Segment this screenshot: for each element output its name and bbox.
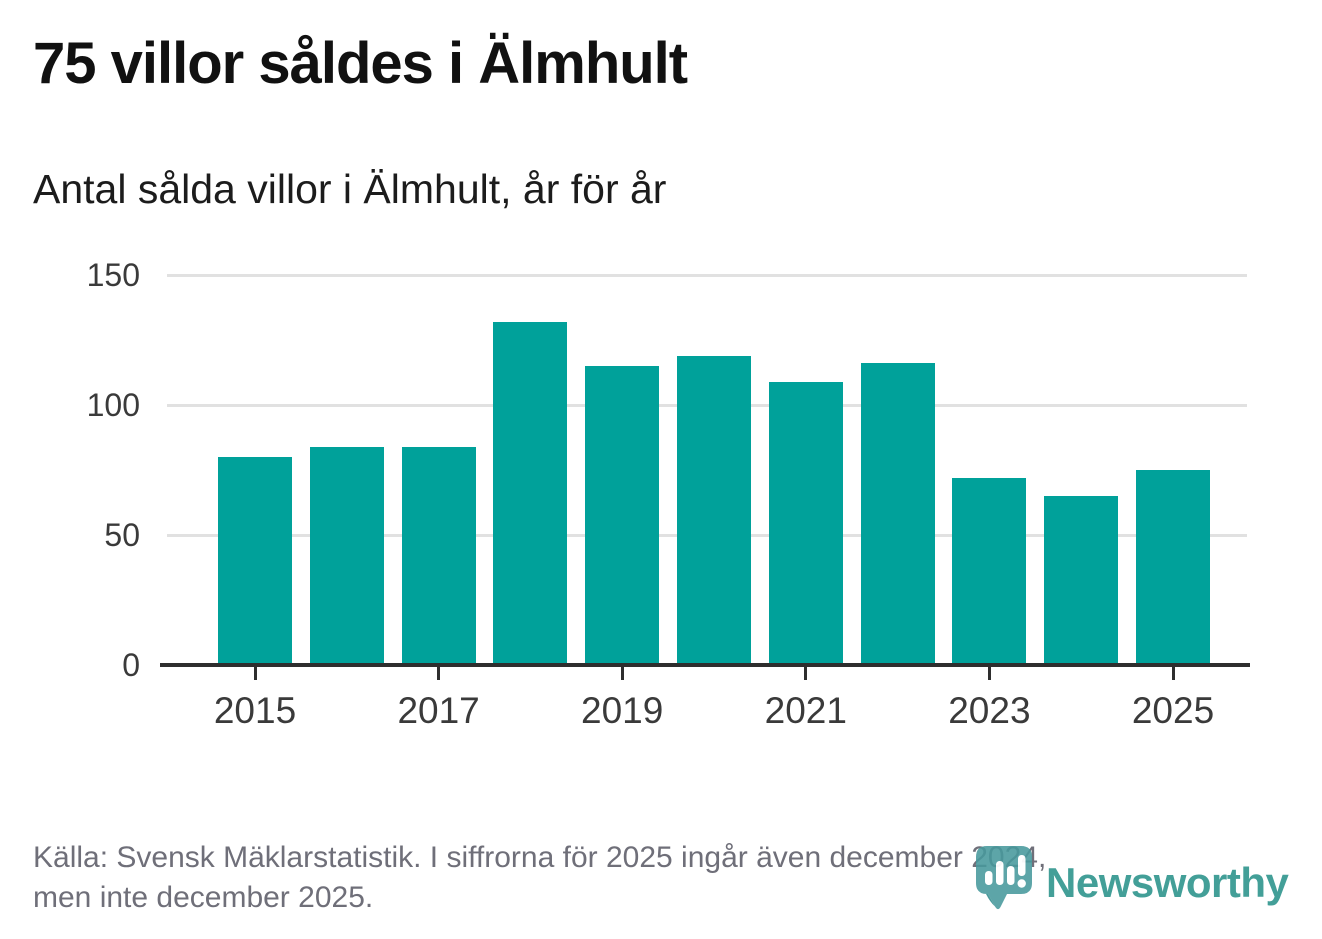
bar-2025 [1136,470,1210,665]
x-tick-2023 [987,667,991,680]
y-axis-label-50: 50 [104,517,140,553]
chart-subtitle: Antal sålda villor i Älmhult, år för år [33,166,667,212]
x-axis-line [160,663,1250,667]
bar-2023 [952,477,1027,665]
x-tick-2021 [804,667,808,680]
x-tick-2015 [253,667,257,680]
x-axis-label-2025: 2025 [1131,690,1215,731]
x-axis-label-2023: 2023 [948,690,1031,731]
x-tick-2025 [1171,667,1175,680]
x-axis-label-2021: 2021 [764,690,847,731]
newsworthy-wordmark: Newsworthy [1046,859,1289,906]
source-note: Källa: Svensk Mäklarstatistik. I siffror… [33,838,1263,917]
bar-2017 [401,446,476,665]
source-note-line2: men inte december 2025. [33,880,374,914]
x-axis-label-2015: 2015 [213,690,297,731]
bar-2021 [768,381,843,665]
bar-2022 [860,363,935,665]
y-axis-label-0: 0 [122,647,140,683]
newsworthy-pin-icon [976,846,1032,910]
x-tick-2017 [437,667,441,680]
bar-2016 [309,446,384,665]
x-axis-label-2019: 2019 [581,690,664,731]
x-axis-label-2017: 2017 [397,690,480,731]
bar-2024 [1044,496,1119,665]
source-note-line1: Källa: Svensk Mäklarstatistik. I siffror… [33,841,1047,874]
chart-title: 75 villor såldes i Älmhult [33,31,688,96]
y-axis-label-100: 100 [86,387,140,423]
bar-2018 [493,321,568,665]
bar-2015 [218,457,292,665]
newsworthy-logo: Newsworthy [976,846,1289,912]
bar-2020 [677,355,751,665]
bar-2019 [585,366,660,665]
gridline-150 [167,273,1247,277]
x-tick-2019 [620,667,624,680]
y-axis-label-150: 150 [86,257,140,293]
